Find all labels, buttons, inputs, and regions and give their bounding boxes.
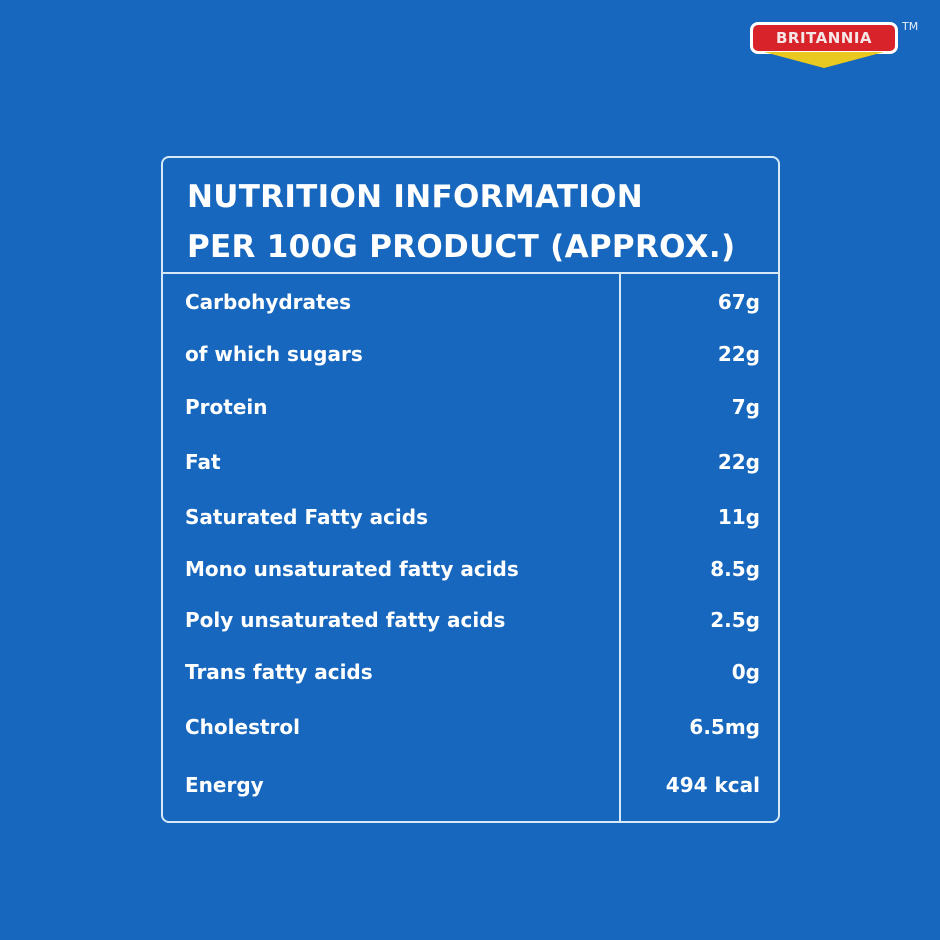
nutrient-name: Energy [185, 773, 264, 797]
nutrient-name: Carbohydrates [185, 290, 352, 314]
table-row: Mono unsaturated fatty acids 8.5g [163, 549, 778, 589]
nutrient-value: 8.5g [710, 557, 760, 581]
nutrient-name: Protein [185, 395, 268, 419]
table-row: of which sugars 22g [163, 334, 778, 374]
nutrient-name: Saturated Fatty acids [185, 505, 428, 529]
nutrient-value: 2.5g [710, 608, 760, 632]
nutrition-table: NUTRITION INFORMATION PER 100G PRODUCT (… [161, 156, 780, 823]
nutrient-value: 7g [731, 395, 760, 419]
column-divider [619, 274, 621, 821]
title-line-2: PER 100G PRODUCT (APPROX.) [187, 229, 736, 265]
trademark: TM [902, 20, 919, 33]
table-row: Carbohydrates 67g [163, 282, 778, 322]
table-row: Fat 22g [163, 442, 778, 482]
nutrient-value: 6.5mg [689, 715, 760, 739]
logo-badge: BRITANNIA [750, 22, 898, 54]
table-row: Saturated Fatty acids 11g [163, 497, 778, 537]
table-row: Trans fatty acids 0g [163, 652, 778, 692]
nutrient-value: 494 kcal [665, 773, 760, 797]
nutrient-name: Cholestrol [185, 715, 300, 739]
nutrient-name: Mono unsaturated fatty acids [185, 557, 519, 581]
table-header: NUTRITION INFORMATION PER 100G PRODUCT (… [163, 158, 778, 274]
nutrient-value: 67g [717, 290, 760, 314]
nutrient-value: 22g [717, 342, 760, 366]
nutrient-value: 11g [717, 505, 760, 529]
table-row: Poly unsaturated fatty acids 2.5g [163, 600, 778, 640]
title-line-1: NUTRITION INFORMATION [187, 179, 644, 215]
nutrient-value: 22g [717, 450, 760, 474]
nutrient-name: of which sugars [185, 342, 363, 366]
nutrient-name: Poly unsaturated fatty acids [185, 608, 506, 632]
table-row: Cholestrol 6.5mg [163, 707, 778, 747]
table-row: Protein 7g [163, 387, 778, 427]
logo-chevron [764, 52, 884, 68]
britannia-logo: BRITANNIA TM [750, 20, 918, 74]
nutrient-value: 0g [731, 660, 760, 684]
table-row: Energy 494 kcal [163, 765, 778, 805]
nutrient-name: Trans fatty acids [185, 660, 373, 684]
nutrient-name: Fat [185, 450, 221, 474]
logo-text: BRITANNIA [775, 29, 873, 47]
